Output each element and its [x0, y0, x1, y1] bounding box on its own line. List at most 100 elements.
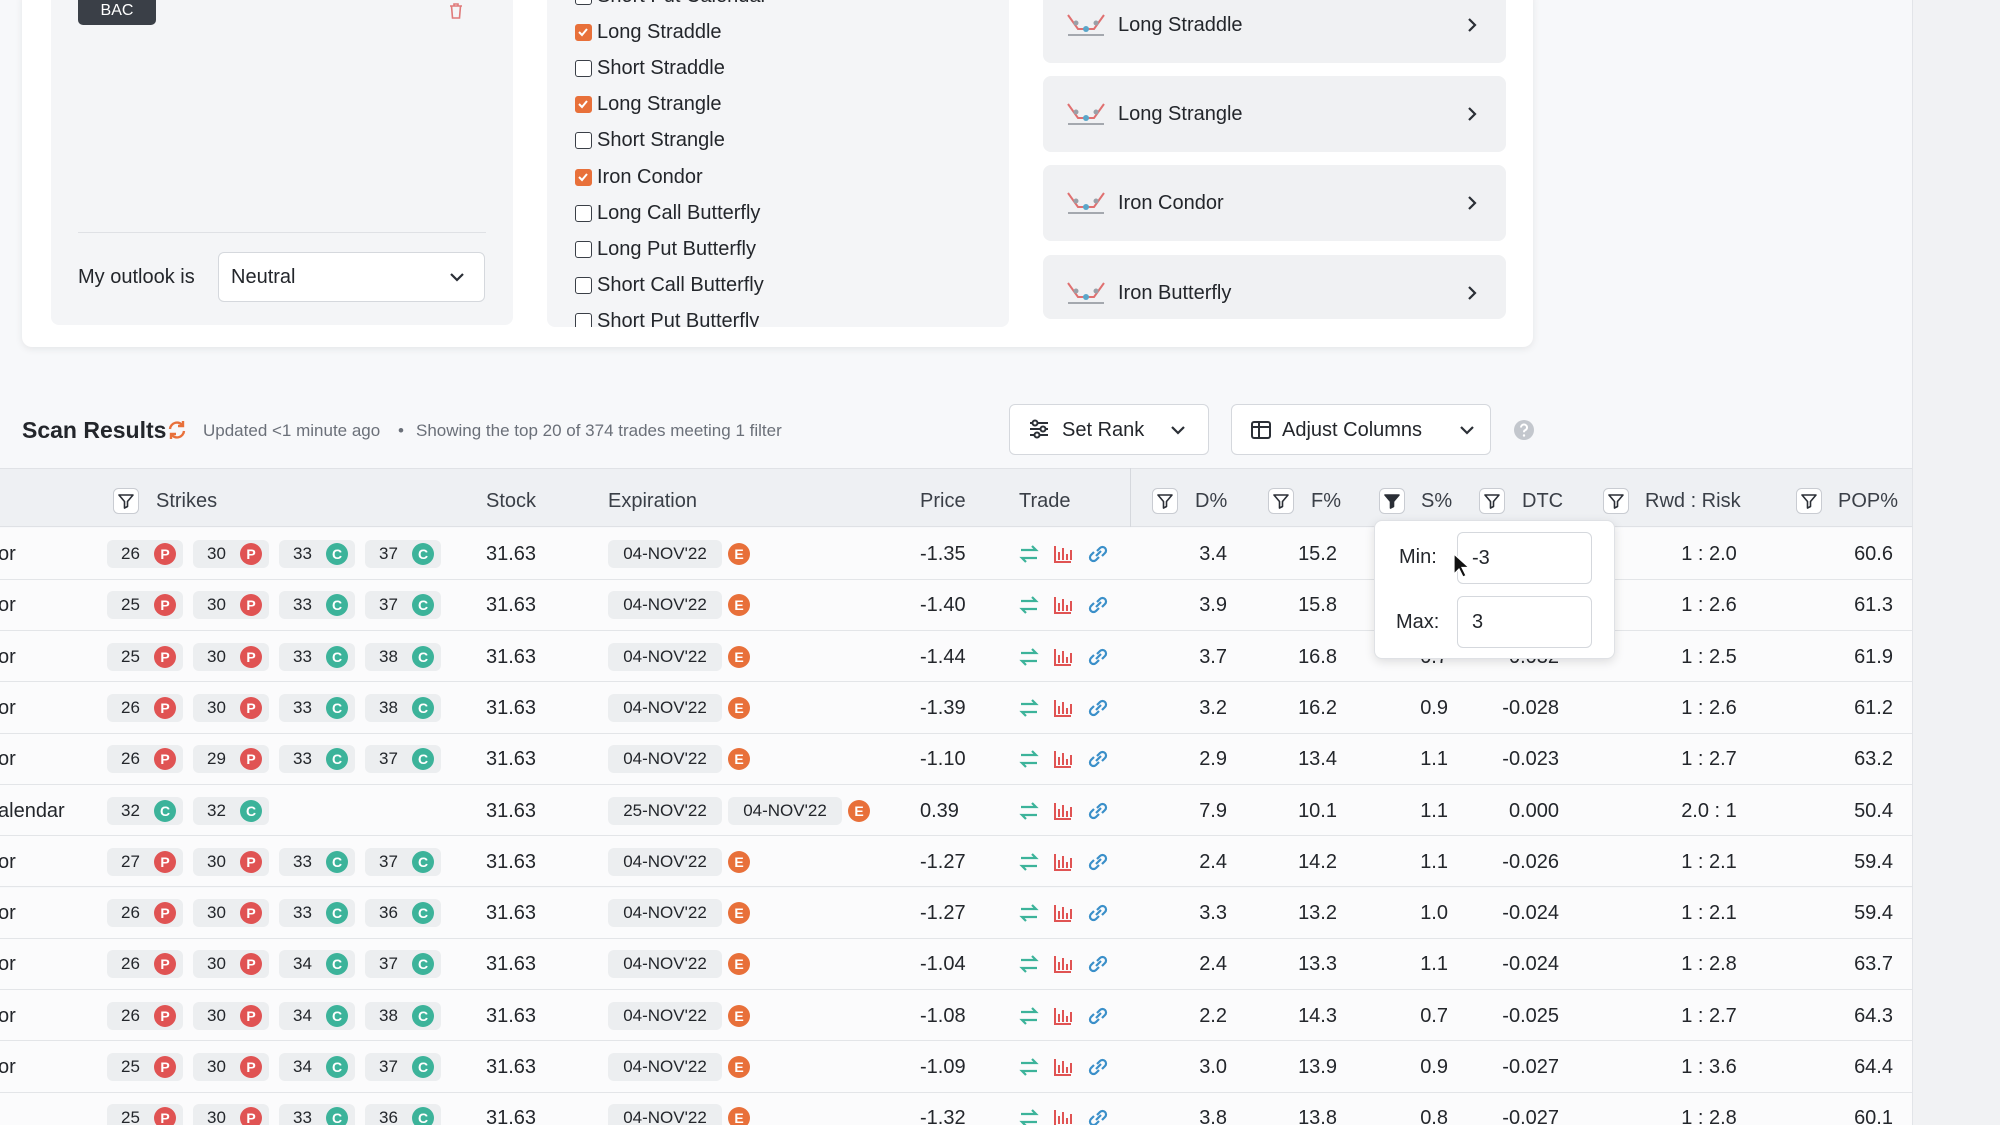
adjust-columns-button[interactable]	[1231, 404, 1491, 455]
trade-swap-icon[interactable]	[1018, 748, 1040, 775]
column-filter[interactable]	[1379, 488, 1405, 519]
trade-swap-icon[interactable]	[1018, 1005, 1040, 1032]
strike-value: 34	[293, 954, 312, 974]
table-header	[0, 468, 1912, 527]
expiration-chip: 04-NOV'22	[608, 899, 722, 928]
separator: •	[398, 421, 404, 440]
column-filter[interactable]	[113, 488, 139, 519]
trade-link-icon[interactable]	[1086, 748, 1110, 775]
checkbox[interactable]	[575, 96, 592, 114]
trade-chart-icon[interactable]	[1052, 953, 1074, 980]
trade-chart-icon[interactable]	[1052, 800, 1074, 827]
column-filter[interactable]	[1152, 488, 1178, 519]
trade-chart-icon[interactable]	[1052, 594, 1074, 621]
min-input[interactable]: -3	[1457, 532, 1592, 584]
trade-price: -1.27	[920, 902, 966, 925]
trade-swap-icon[interactable]	[1018, 1056, 1040, 1083]
trade-chart-icon[interactable]	[1052, 902, 1074, 929]
max-input[interactable]: 3	[1457, 596, 1592, 648]
reward-risk: 1 : 2.6	[1681, 696, 1737, 719]
reward-risk: 1 : 2.7	[1681, 748, 1737, 771]
strategy-card[interactable]	[1043, 165, 1506, 242]
trade-link-icon[interactable]	[1086, 543, 1110, 570]
trade-chart-icon[interactable]	[1052, 851, 1074, 878]
trade-chart-icon[interactable]	[1052, 1056, 1074, 1083]
badge: C	[412, 645, 434, 668]
trade-swap-icon[interactable]	[1018, 646, 1040, 673]
strategy-name: or	[0, 696, 16, 719]
strike-value: 37	[379, 544, 398, 563]
trade-swap-icon[interactable]	[1018, 800, 1040, 827]
d-pct: 3.4	[1199, 543, 1227, 565]
trade-swap-icon[interactable]	[1018, 543, 1040, 570]
strategy-card[interactable]	[1043, 0, 1506, 63]
checkbox[interactable]	[575, 168, 592, 186]
refresh-icon	[166, 419, 188, 446]
f-pct: 16.8	[1298, 645, 1337, 668]
trade-swap-icon[interactable]	[1018, 1107, 1040, 1125]
pop-pct: 59.4	[1854, 850, 1893, 873]
column-header: F%	[1311, 490, 1341, 512]
trade-link-icon[interactable]	[1086, 594, 1110, 621]
checkbox[interactable]	[575, 276, 592, 294]
badge: C	[326, 953, 348, 976]
trade-link-icon[interactable]	[1086, 953, 1110, 980]
trade-link-icon[interactable]	[1086, 851, 1110, 878]
checkbox[interactable]	[575, 204, 592, 222]
trade-chart-icon[interactable]	[1052, 748, 1074, 775]
trade-chart-icon[interactable]	[1052, 1107, 1074, 1125]
strike-value: 30	[207, 544, 226, 563]
checkbox[interactable]	[575, 24, 592, 42]
badge: P	[240, 902, 262, 925]
column-filter[interactable]	[1479, 488, 1505, 519]
trade-swap-icon[interactable]	[1018, 851, 1040, 878]
checkbox[interactable]	[575, 60, 592, 78]
badge: C	[326, 850, 348, 873]
column-filter[interactable]	[1268, 488, 1294, 519]
set-rank-label: Set Rank	[1062, 419, 1145, 441]
trade-link-icon[interactable]	[1086, 1056, 1110, 1083]
checkbox[interactable]	[575, 132, 592, 150]
trade-chart-icon[interactable]	[1052, 543, 1074, 570]
stock-price: 31.63	[486, 1056, 537, 1078]
trade-swap-icon[interactable]	[1018, 953, 1040, 980]
strike-value: 33	[293, 749, 312, 769]
checkbox[interactable]	[575, 312, 592, 327]
strategy-card[interactable]	[1043, 254, 1506, 319]
trade-link-icon[interactable]	[1086, 1005, 1110, 1032]
badge: P	[240, 543, 262, 565]
trade-chart-icon[interactable]	[1052, 1005, 1074, 1032]
strike-value: 37	[379, 954, 398, 974]
strike-value: 33	[293, 851, 312, 871]
strategy-name: Short Put Calendar	[597, 0, 767, 8]
delete-icon	[448, 2, 464, 25]
d-pct: 3.9	[1199, 594, 1227, 617]
trade-swap-icon[interactable]	[1018, 902, 1040, 929]
trade-link-icon[interactable]	[1086, 697, 1110, 724]
checkbox[interactable]	[575, 0, 592, 5]
mouse-cursor	[1453, 552, 1471, 584]
column-filter[interactable]	[1796, 488, 1822, 519]
trade-link-icon[interactable]	[1086, 1107, 1110, 1125]
strategy-card[interactable]	[1043, 76, 1506, 153]
strategy-icon	[1066, 277, 1106, 314]
trade-swap-icon[interactable]	[1018, 697, 1040, 724]
checkbox[interactable]	[575, 240, 592, 258]
strategy-card-name: Long Strangle	[1118, 103, 1243, 126]
strike-value: 30	[207, 595, 226, 615]
adjust-columns-icon	[1250, 420, 1272, 445]
trade-swap-icon[interactable]	[1018, 594, 1040, 621]
trade-link-icon[interactable]	[1086, 646, 1110, 673]
badge: C	[326, 1056, 348, 1078]
outlook-select[interactable]: Neutral	[218, 252, 485, 302]
pop-pct: 61.3	[1854, 594, 1893, 617]
trade-link-icon[interactable]	[1086, 902, 1110, 929]
f-pct: 15.8	[1298, 594, 1337, 617]
strike-value: 37	[379, 1057, 398, 1076]
trade-chart-icon[interactable]	[1052, 697, 1074, 724]
trade-link-icon[interactable]	[1086, 800, 1110, 827]
trade-chart-icon[interactable]	[1052, 646, 1074, 673]
trade-price: -1.04	[920, 953, 966, 976]
column-filter[interactable]	[1603, 488, 1629, 519]
expiration-chip: 04-NOV'22	[608, 591, 722, 620]
